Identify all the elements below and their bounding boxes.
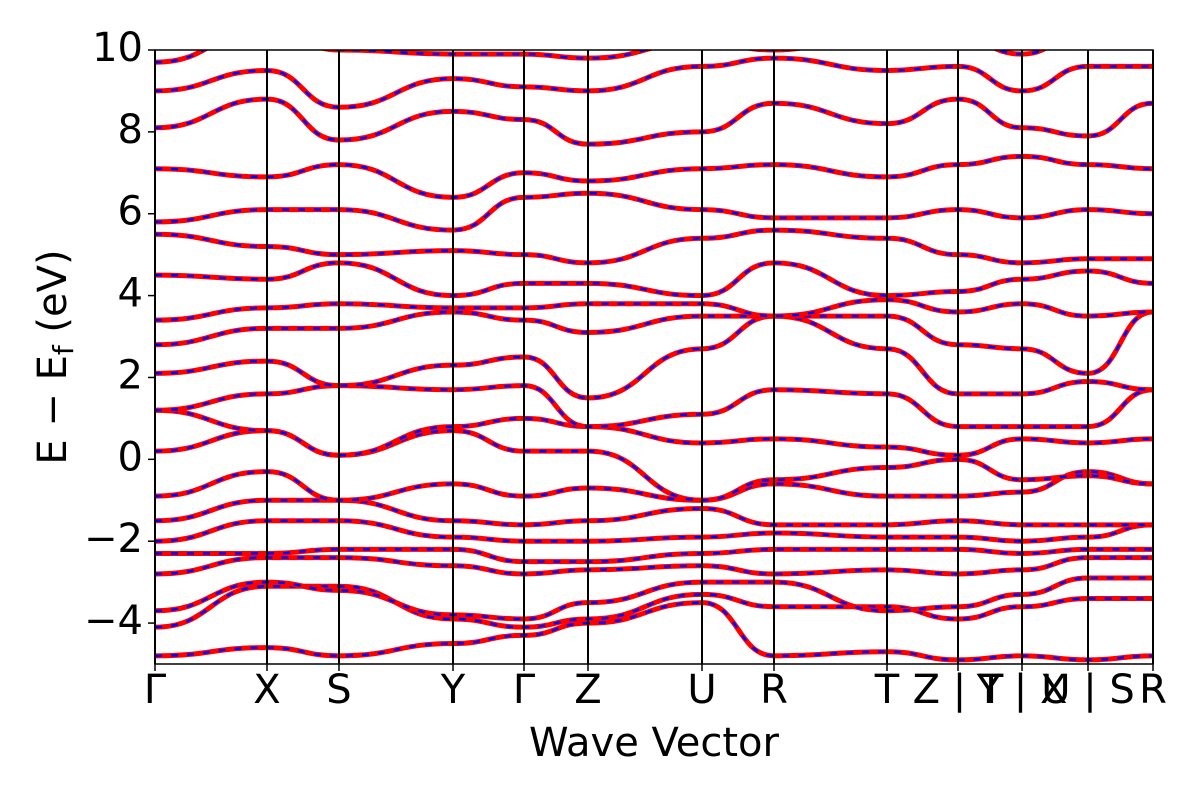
band-line	[155, 575, 1153, 622]
band-line-dashed	[155, 155, 1153, 199]
y-tick-label: 6	[118, 189, 143, 235]
band-line-dashed	[155, 314, 1153, 400]
band-line-dashed	[155, 548, 1153, 563]
x-tick-label: R	[760, 667, 788, 713]
band-layer	[155, 50, 1153, 663]
band-line	[155, 227, 1153, 266]
band-line	[155, 190, 1153, 233]
x-tick-label: S	[326, 667, 351, 713]
y-tick-label: 2	[118, 352, 143, 398]
band-line-dashed	[155, 408, 1153, 457]
band-line-dashed	[155, 576, 1153, 621]
x-tick-label: T	[874, 667, 900, 713]
x-tick-label: Z	[574, 667, 601, 713]
band-line-dashed	[155, 261, 1153, 297]
band-line-dashed	[155, 56, 1153, 109]
band-line	[155, 153, 1153, 200]
y-tick-label: 4	[118, 271, 143, 317]
plot-frame	[154, 49, 1154, 665]
y-label-sub: f	[47, 344, 80, 355]
x-tick-label: U	[687, 667, 716, 713]
x-tick-label: Γ	[144, 667, 167, 713]
y-tick-label: −4	[84, 598, 143, 644]
y-axis-label: E − Ef (eV)	[30, 249, 80, 464]
x-tick-label: Z | T	[913, 667, 1004, 713]
band-line-dashed	[155, 97, 1153, 146]
y-label-main: E − E	[30, 355, 76, 465]
x-tick-label: U | S	[1041, 667, 1135, 713]
x-tick-label: Y | X	[976, 667, 1068, 713]
band-line-dashed	[155, 499, 1153, 527]
band-line	[155, 583, 1153, 630]
x-tick-label: Γ	[513, 667, 536, 713]
band-line	[155, 260, 1153, 299]
band-line-dashed	[155, 519, 1153, 543]
band-line-dashed	[155, 50, 1045, 64]
x-tick-label: Y	[440, 667, 466, 713]
band-line-dashed	[155, 470, 1153, 502]
y-tick-label: 0	[118, 434, 143, 480]
y-tick-label: 8	[118, 107, 143, 153]
y-tick-label: −2	[84, 516, 143, 562]
y-tick-label: 10	[92, 25, 143, 71]
y-label-unit: (eV)	[30, 249, 76, 345]
x-tick-label: R	[1139, 667, 1167, 713]
band-line-dashed	[155, 310, 1153, 375]
band-line-dashed	[155, 228, 1153, 265]
band-line	[155, 55, 1153, 110]
band-line-dashed	[155, 601, 1153, 662]
x-axis-label: Wave Vector	[529, 720, 780, 766]
x-tick-label: X	[253, 667, 280, 713]
band-line	[155, 50, 1048, 65]
band-line-dashed	[155, 556, 1153, 576]
